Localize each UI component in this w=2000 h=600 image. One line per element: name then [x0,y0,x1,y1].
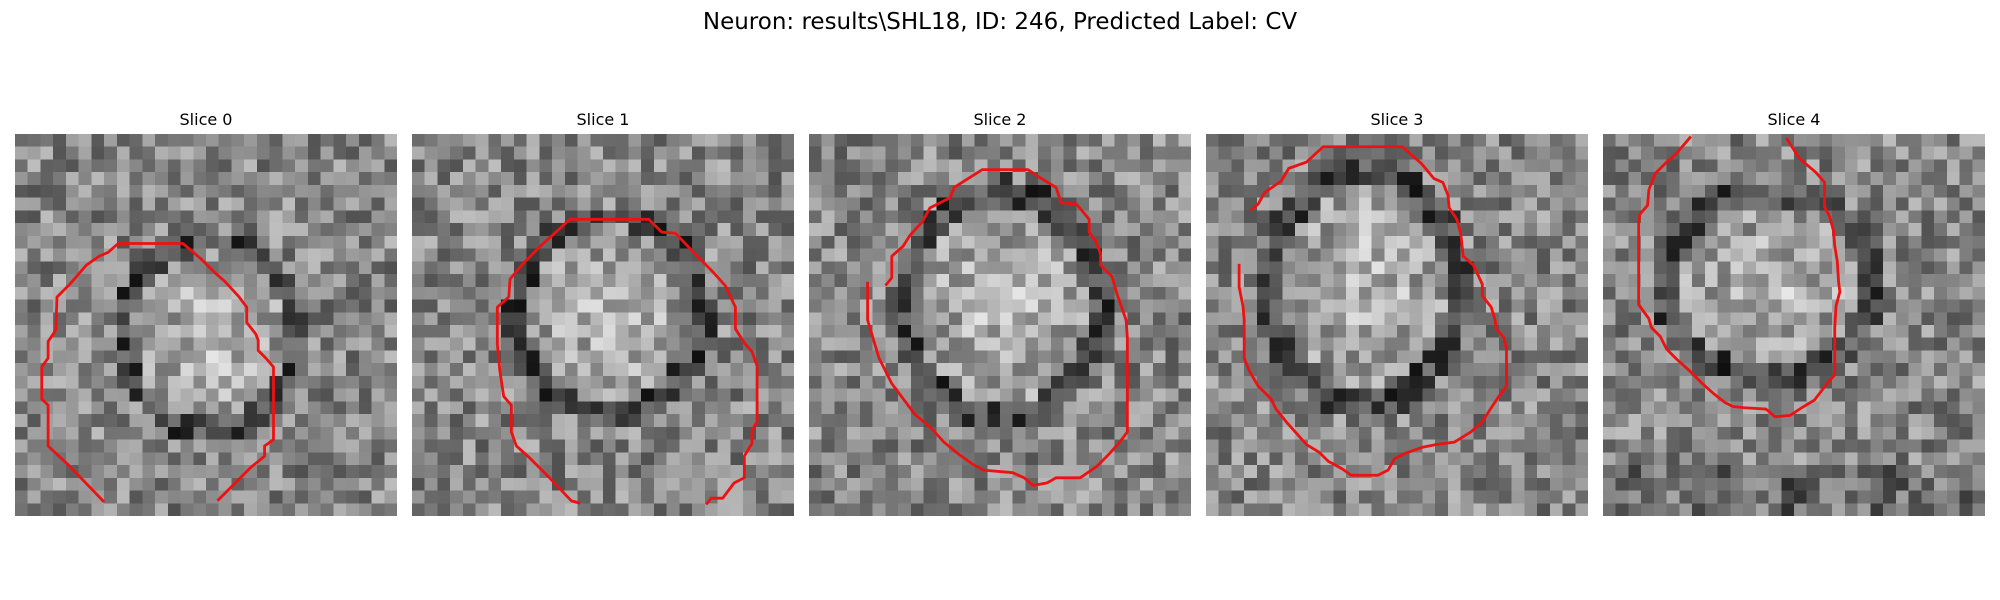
pixel-grid [1206,134,1588,516]
segmentation-contour [1637,135,1842,419]
figure-title: Neuron: results\SHL18, ID: 246, Predicte… [702,9,1298,35]
segmentation-contour [40,242,275,503]
slice-title: Slice 0 [179,110,233,129]
slice-title: Slice 2 [973,110,1027,129]
slice-title: Slice 4 [1767,110,1821,129]
slice-title: Slice 3 [1370,110,1424,129]
slice-image [1603,134,1985,516]
pixel-grid [15,134,397,516]
slice-image [1206,134,1588,516]
slice-image [412,134,794,516]
pixel-grid [412,134,794,516]
segmentation-contour [495,217,759,506]
segmentation-contour [866,168,1129,487]
slice-image [15,134,397,516]
slice-title: Slice 1 [576,110,630,129]
pixel-grid [1603,134,1985,516]
slice-image [809,134,1191,516]
pixel-grid [809,134,1191,516]
segmentation-contour [1237,145,1508,477]
